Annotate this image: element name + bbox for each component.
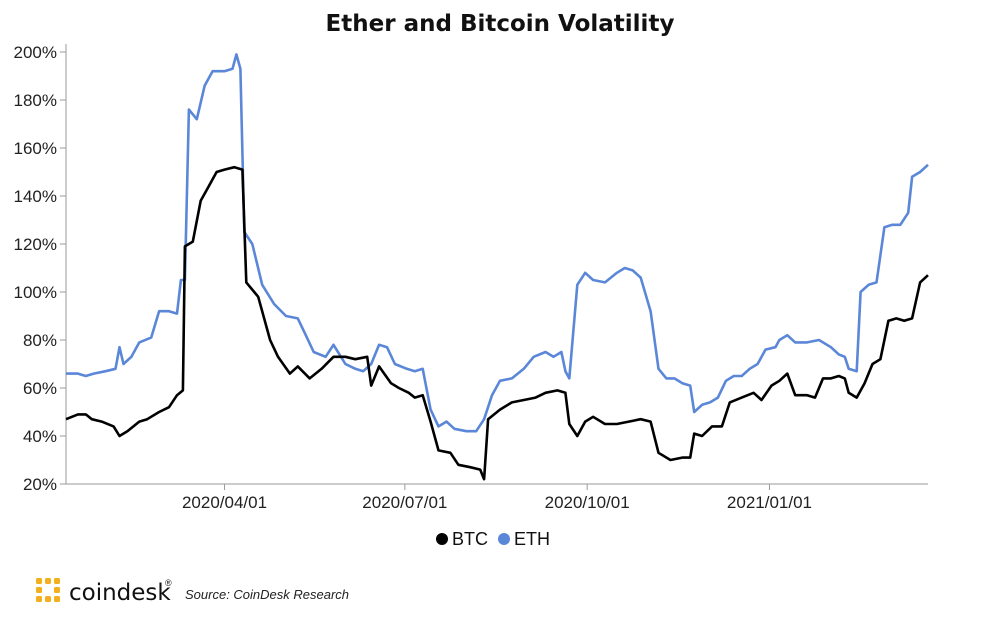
source-note: Source: CoinDesk Research — [185, 587, 349, 602]
y-tick-label: 180% — [14, 91, 57, 110]
y-tick-label: 200% — [14, 43, 57, 62]
registered-mark: ® — [165, 578, 172, 588]
legend-label-btc: BTC — [452, 529, 488, 549]
series-line-eth — [66, 53, 929, 433]
x-tick-label: 2020/04/01 — [182, 493, 267, 512]
logo-dot — [45, 596, 51, 602]
y-tick-label: 20% — [23, 475, 57, 494]
y-tick-label: 160% — [14, 139, 57, 158]
legend: BTC ETH — [436, 529, 550, 549]
legend-swatch-eth — [498, 533, 510, 545]
y-tick-label: 60% — [23, 379, 57, 398]
y-tick-label: 120% — [14, 235, 57, 254]
brand-name: coindesk — [69, 580, 171, 606]
x-tick-label: 2021/01/01 — [727, 493, 812, 512]
x-tick-label: 2020/10/01 — [545, 493, 630, 512]
series-line-btc — [65, 165, 929, 481]
y-tick-label: 100% — [14, 283, 57, 302]
logo-dot — [54, 587, 60, 593]
chart-title: Ether and Bitcoin Volatility — [326, 11, 675, 37]
legend-label-eth: ETH — [514, 529, 550, 549]
coindesk-logo-icon — [36, 578, 60, 602]
logo-dot — [54, 578, 60, 584]
legend-swatch-btc — [436, 533, 448, 545]
y-axis-ticks: 20% 40% 60% 80% 100% 120% 140% 160% 180% 200% — [14, 43, 66, 494]
logo-dot — [54, 596, 60, 602]
y-tick-label: 80% — [23, 331, 57, 350]
logo-dot — [36, 596, 42, 602]
coindesk-logo: coindesk ® — [36, 578, 172, 606]
logo-dot — [36, 587, 42, 593]
x-axis-ticks: 2020/04/01 2020/07/01 2020/10/01 2021/01/01 — [182, 484, 812, 512]
series-lines — [65, 53, 929, 481]
logo-dot — [36, 578, 42, 584]
y-tick-label: 40% — [23, 427, 57, 446]
x-tick-label: 2020/07/01 — [362, 493, 447, 512]
logo-dot — [45, 578, 51, 584]
y-tick-label: 140% — [14, 187, 57, 206]
